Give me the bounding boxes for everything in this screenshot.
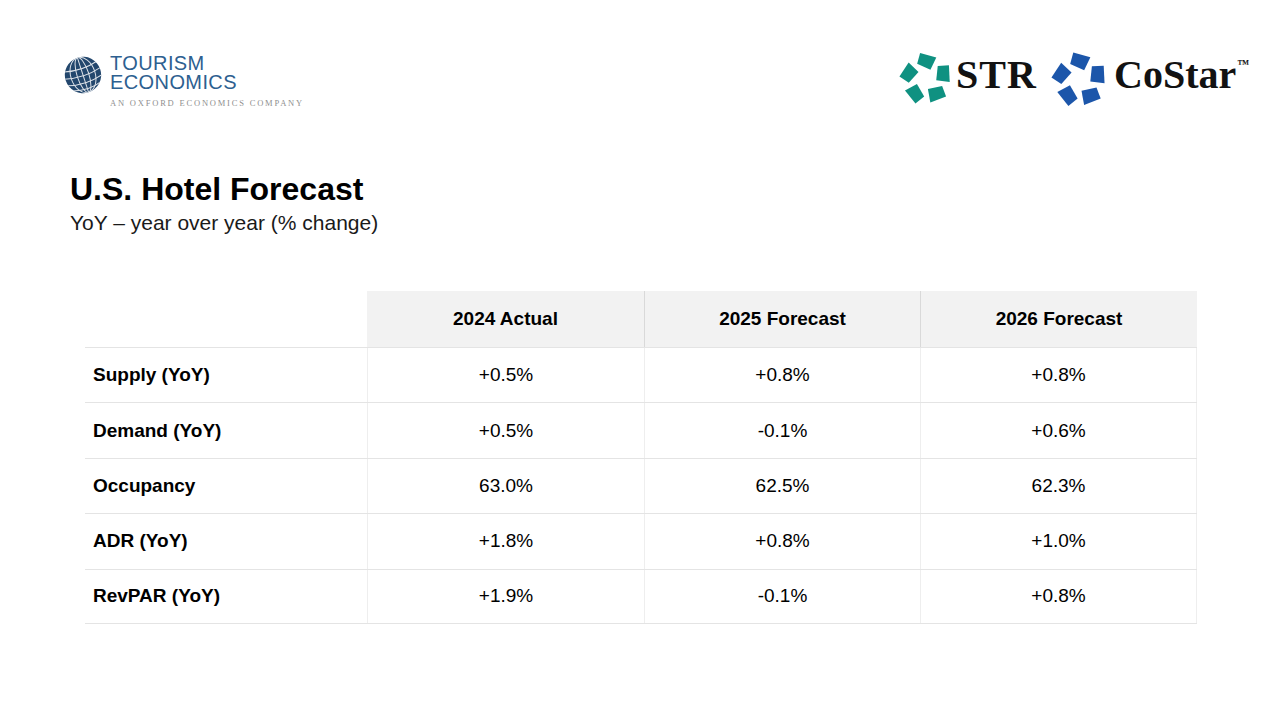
page-subtitle: YoY – year over year (% change) xyxy=(70,211,378,235)
column-header-2026-forecast: 2026 Forecast xyxy=(920,291,1197,347)
title-block: U.S. Hotel Forecast YoY – year over year… xyxy=(70,170,378,235)
tourism-economics-logo: TOURISM ECONOMICS AN OXFORD ECONOMICS CO… xyxy=(63,53,304,108)
table-value: +0.5% xyxy=(367,403,644,457)
row-label: RevPAR (YoY) xyxy=(85,570,367,623)
costar-wordmark: CoStar™ xyxy=(1114,51,1248,108)
table-value: 63.0% xyxy=(367,459,644,513)
costar-star-icon xyxy=(1051,50,1108,108)
table-value: +0.8% xyxy=(644,348,920,402)
table-value: +0.8% xyxy=(920,348,1197,402)
row-label: Demand (YoY) xyxy=(85,403,367,457)
slide: TOURISM ECONOMICS AN OXFORD ECONOMICS CO… xyxy=(0,0,1280,720)
table-value: +1.0% xyxy=(920,514,1197,568)
table-value: -0.1% xyxy=(644,570,920,623)
row-label: ADR (YoY) xyxy=(85,514,367,568)
table-value: 62.3% xyxy=(920,459,1197,513)
table-value: +0.5% xyxy=(367,348,644,402)
page-title: U.S. Hotel Forecast xyxy=(70,170,378,208)
tourism-economics-word2: ECONOMICS xyxy=(110,73,304,92)
table-header-row: 2024 Actual 2025 Forecast 2026 Forecast xyxy=(85,291,1197,347)
table-value: +0.8% xyxy=(644,514,920,568)
str-wordmark: STR xyxy=(956,51,1037,99)
table-value: +0.8% xyxy=(920,570,1197,623)
table-value: 62.5% xyxy=(644,459,920,513)
table-header-empty-cell xyxy=(85,291,367,347)
table-row-supply: Supply (YoY) +0.5% +0.8% +0.8% xyxy=(85,347,1197,402)
column-header-2025-forecast: 2025 Forecast xyxy=(644,291,920,347)
table-row-occupancy: Occupancy 63.0% 62.5% 62.3% xyxy=(85,458,1197,513)
table-value: -0.1% xyxy=(644,403,920,457)
column-header-2024-actual: 2024 Actual xyxy=(367,291,644,347)
table-value: +1.9% xyxy=(367,570,644,623)
row-label: Occupancy xyxy=(85,459,367,513)
table-row-revpar: RevPAR (YoY) +1.9% -0.1% +0.8% xyxy=(85,569,1197,624)
table-value: +1.8% xyxy=(367,514,644,568)
table-row-adr: ADR (YoY) +1.8% +0.8% +1.0% xyxy=(85,513,1197,568)
row-label: Supply (YoY) xyxy=(85,348,367,402)
forecast-table: 2024 Actual 2025 Forecast 2026 Forecast … xyxy=(85,291,1197,624)
trademark-symbol: ™ xyxy=(1237,57,1249,71)
table-row-demand: Demand (YoY) +0.5% -0.1% +0.6% xyxy=(85,402,1197,457)
table-value: +0.6% xyxy=(920,403,1197,457)
globe-icon xyxy=(63,53,103,97)
tourism-economics-tagline: AN OXFORD ECONOMICS COMPANY xyxy=(110,98,304,108)
str-star-icon xyxy=(899,50,953,106)
